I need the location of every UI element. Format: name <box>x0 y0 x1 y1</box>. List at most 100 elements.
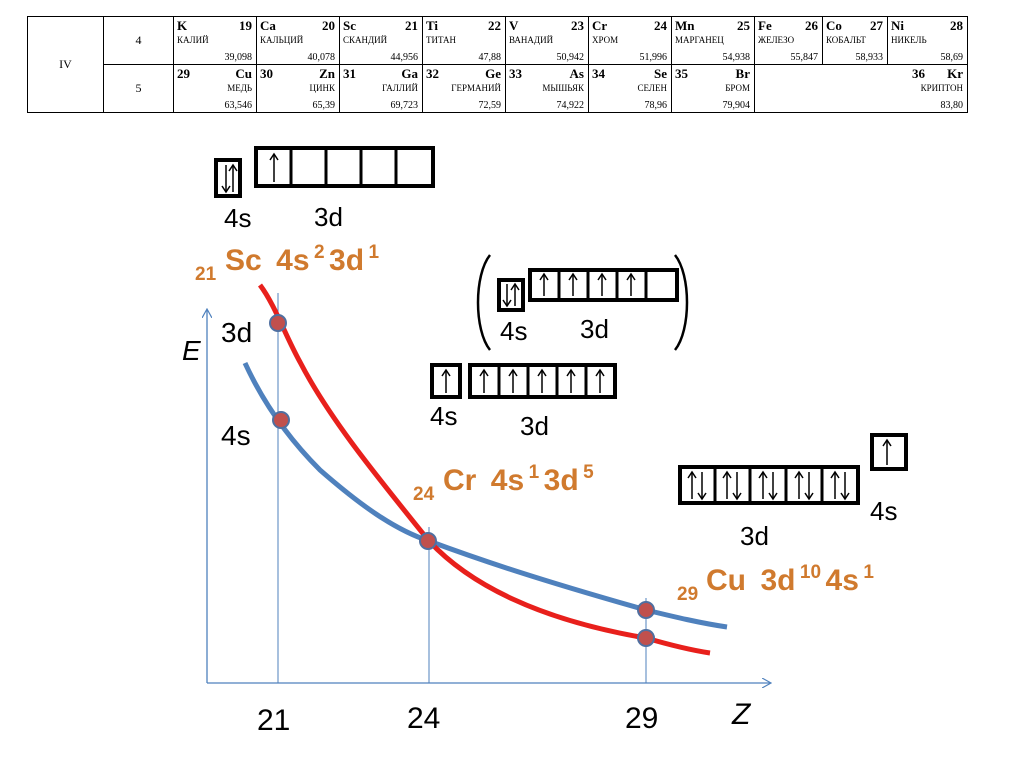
element-name: ГАЛЛИЙ <box>382 83 418 93</box>
element-symbol: Ge <box>485 66 501 81</box>
cr-config-a: 4s <box>491 464 524 497</box>
point-cu-4s <box>637 601 655 619</box>
cu-4s-box-label: 4s <box>870 496 897 526</box>
element-name: КАЛИЙ <box>177 35 209 45</box>
element-cell-ni: Ni 28 НИКЕЛЬ 58,69 <box>887 16 968 65</box>
element-number: 36 <box>912 66 925 81</box>
element-mass: 44,956 <box>390 52 419 63</box>
element-symbol: K <box>177 18 188 33</box>
element-mass: 79,904 <box>722 100 751 111</box>
point-sc-4s <box>272 411 290 429</box>
element-number: 20 <box>322 18 335 33</box>
cu-orbital-diagram <box>678 433 908 505</box>
element-number: 28 <box>950 18 963 33</box>
cu-config-b: 4s <box>826 564 859 597</box>
element-mass: 50,942 <box>556 52 585 63</box>
element-cell-sc: Sc 21 СКАНДИЙ 44,956 <box>339 16 423 65</box>
element-name: ГЕРМАНИЙ <box>451 83 501 93</box>
point-cr-crossing <box>419 532 437 550</box>
sc-atomic-number: 21 <box>195 264 217 285</box>
element-number: 24 <box>654 18 667 33</box>
element-mass: 69,723 <box>390 100 419 111</box>
element-cell-mn: Mn 25 МАРГАНЕЦ 54,938 <box>671 16 755 65</box>
element-name: КРИПТОН <box>920 83 963 93</box>
element-symbol: Ga <box>401 66 418 81</box>
element-name: ЖЕЛЕЗО <box>758 35 795 45</box>
element-number: 32 <box>426 66 439 81</box>
element-cell-co: Co 27 КОБАЛЬТ 58,933 <box>822 16 888 65</box>
element-symbol: Zn <box>319 66 335 81</box>
element-number: 21 <box>405 18 418 33</box>
element-symbol: Ni <box>891 18 904 33</box>
point-sc-3d <box>269 314 287 332</box>
sc-formula: 21 Sc 4s 2 3d 1 <box>195 242 379 285</box>
element-name: НИКЕЛЬ <box>891 35 927 45</box>
element-name: ТИТАН <box>426 35 457 45</box>
cu-config-a: 3d <box>760 564 795 597</box>
y-axis-label: E <box>182 335 201 366</box>
element-number: 31 <box>343 66 356 81</box>
cr-config-b-exp: 5 <box>583 462 594 483</box>
tick-label-21: 21 <box>257 704 290 737</box>
element-name: СЕЛЕН <box>637 83 667 93</box>
element-cell-br: 35 Br БРОМ 79,904 <box>671 64 755 113</box>
element-symbol: V <box>509 18 519 33</box>
element-mass: 58,69 <box>940 52 964 63</box>
period-label: IV <box>27 16 104 113</box>
row-label-4: 4 <box>103 16 174 65</box>
element-number: 27 <box>870 18 883 33</box>
element-number: 26 <box>805 18 818 33</box>
element-mass: 51,996 <box>639 52 668 63</box>
element-name: МЫШЬЯК <box>542 83 584 93</box>
cr-3d-box-label: 3d <box>520 411 549 441</box>
element-mass: 40,078 <box>307 52 336 63</box>
cu-symbol: Cu <box>706 564 746 597</box>
element-symbol: Fe <box>758 18 772 33</box>
element-cell-as: 33 As МЫШЬЯК 74,922 <box>505 64 589 113</box>
element-symbol: Ca <box>260 18 276 33</box>
sc-config-a: 4s <box>276 244 309 277</box>
element-cell-ga: 31 Ga ГАЛЛИЙ 69,723 <box>339 64 423 113</box>
element-number: 30 <box>260 66 273 81</box>
sc-symbol: Sc <box>225 244 262 277</box>
element-mass: 54,938 <box>722 52 751 63</box>
curve-label-3d: 3d <box>221 317 252 348</box>
sc-config-a-exp: 2 <box>314 242 325 263</box>
element-name: КАЛЬЦИЙ <box>260 35 304 45</box>
element-number: 34 <box>592 66 605 81</box>
element-name: МАРГАНЕЦ <box>675 35 724 45</box>
element-number: 25 <box>737 18 750 33</box>
element-mass: 55,847 <box>790 52 819 63</box>
point-cu-3d <box>637 629 655 647</box>
tick-label-29: 29 <box>625 702 658 735</box>
sc-3d-box-label: 3d <box>314 202 343 232</box>
cr-alt-3d-label: 3d <box>580 314 609 344</box>
element-symbol: Br <box>735 66 750 81</box>
cr-config-b: 3d <box>544 464 579 497</box>
element-name: МЕДЬ <box>227 83 252 93</box>
element-name: СКАНДИЙ <box>343 35 388 45</box>
cu-config-b-exp: 1 <box>863 562 874 583</box>
x-axis-label: Z <box>731 698 752 731</box>
periodic-table-fragment: IV 4 K 19 КАЛИЙ 39,098 Ca 20 КАЛЬЦИЙ 40,078 Sc… <box>27 16 968 113</box>
element-cell-ca: Ca 20 КАЛЬЦИЙ 40,078 <box>256 16 340 65</box>
cu-3d-box-label: 3d <box>740 521 769 551</box>
curve-label-4s: 4s <box>221 420 251 451</box>
sc-orbital-diagram <box>214 146 435 198</box>
element-symbol: Co <box>826 18 842 33</box>
element-cell-se: 34 Se СЕЛЕН 78,96 <box>588 64 672 113</box>
element-mass: 63,546 <box>224 100 253 111</box>
element-name: БРОМ <box>725 83 750 93</box>
element-mass: 39,098 <box>224 52 253 63</box>
element-cell-ti: Ti 22 ТИТАН 47,88 <box>422 16 506 65</box>
cr-formula: 24 Cr 4s 1 3d 5 <box>413 462 594 505</box>
element-name: ВАНАДИЙ <box>509 35 554 45</box>
element-mass: 74,922 <box>556 100 585 111</box>
element-mass: 83,80 <box>940 100 964 111</box>
element-symbol: As <box>569 66 584 81</box>
element-number: 33 <box>509 66 522 81</box>
cu-config-a-exp: 10 <box>800 562 821 583</box>
element-symbol: Cu <box>235 66 252 81</box>
element-mass: 78,96 <box>644 100 668 111</box>
element-number: 35 <box>675 66 688 81</box>
